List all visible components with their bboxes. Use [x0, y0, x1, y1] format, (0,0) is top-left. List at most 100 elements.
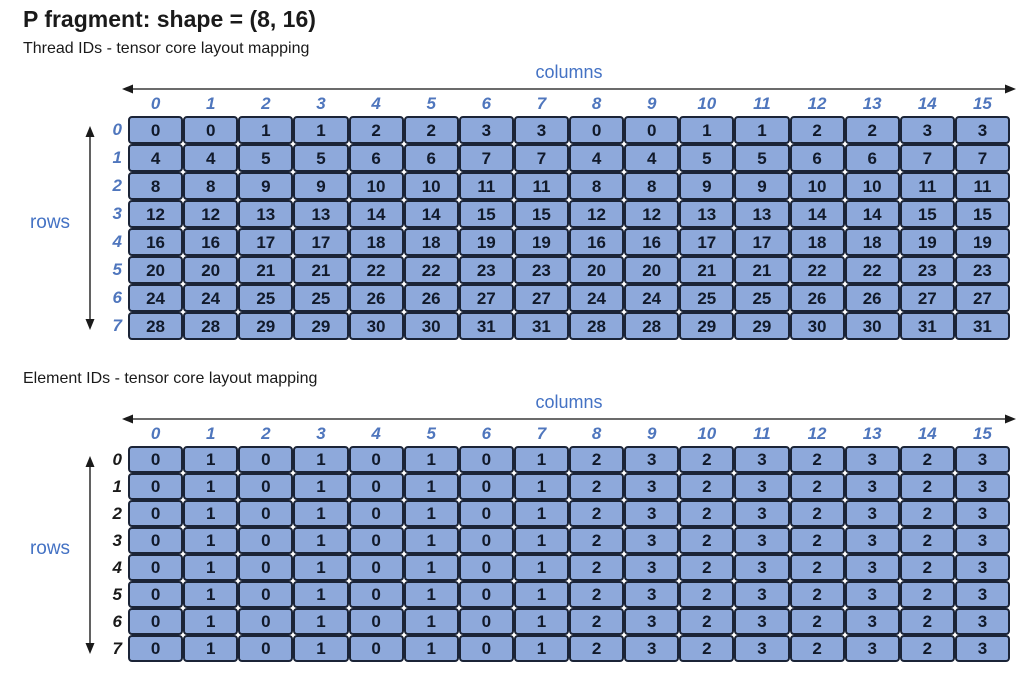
- table-cell: 20: [128, 256, 184, 284]
- table-cell: 27: [954, 284, 1010, 312]
- table-cell: 1: [403, 446, 459, 473]
- column-header: 4: [371, 94, 381, 113]
- row-header: 7: [112, 316, 122, 335]
- column-header: 11: [753, 94, 771, 113]
- table-cell: 2: [789, 527, 845, 554]
- table-cell: 12: [183, 200, 239, 228]
- table-cell: 3: [844, 500, 900, 527]
- column-header: 2: [261, 94, 271, 113]
- row-header: 6: [112, 288, 122, 307]
- table-cell: 9: [238, 172, 294, 200]
- table-cell: 0: [183, 116, 239, 144]
- table-cell: 1: [183, 500, 239, 527]
- section-subtitle: Element IDs - tensor core layout mapping: [23, 370, 318, 387]
- row-header: 3: [112, 204, 122, 223]
- table-cell: 31: [513, 312, 569, 340]
- thread-ids-table: 0 0 1 1 2 2 3 3 0 0 1 1 2 2 3 3 4 4 5 5 6 6 7 7 4 4 5 5 6 6 7 7 8 8 9 9 10 10…: [128, 116, 1010, 340]
- table-cell: 3: [954, 116, 1010, 144]
- table-cell: 2: [569, 446, 625, 473]
- table-cell: 3: [734, 608, 790, 635]
- column-header: 5: [426, 424, 436, 443]
- table-cell: 30: [789, 312, 845, 340]
- table-cell: 16: [569, 228, 625, 256]
- table-cell: 18: [789, 228, 845, 256]
- table-cell: 15: [954, 200, 1010, 228]
- page-title: P fragment: shape = (8, 16): [23, 6, 316, 32]
- table-cell: 15: [899, 200, 955, 228]
- table-cell: 3: [954, 446, 1010, 473]
- column-header: 1: [205, 424, 216, 443]
- table-cell: 3: [844, 473, 900, 500]
- table-cell: 8: [624, 172, 680, 200]
- table-cell: 7: [513, 144, 569, 172]
- rows-double-arrow-icon: [85, 126, 95, 330]
- table-cell: 27: [513, 284, 569, 312]
- table-cell: 0: [238, 446, 294, 473]
- table-row: 8 8 9 9 10 10 11 11 8 8 9 9 10 10 11 11: [128, 172, 1010, 200]
- table-cell: 25: [293, 284, 349, 312]
- table-cell: 0: [238, 581, 294, 608]
- table-cell: 8: [128, 172, 184, 200]
- table-cell: 1: [293, 581, 349, 608]
- row-header: 0: [112, 450, 122, 469]
- table-cell: 2: [899, 500, 955, 527]
- table-cell: 1: [513, 446, 569, 473]
- table-cell: 9: [679, 172, 735, 200]
- table-cell: 2: [789, 554, 845, 581]
- table-cell: 2: [789, 116, 845, 144]
- table-cell: 2: [569, 581, 625, 608]
- table-cell: 4: [624, 144, 680, 172]
- table-cell: 2: [789, 473, 845, 500]
- table-cell: 0: [624, 116, 680, 144]
- table-cell: 1: [403, 473, 459, 500]
- table-cell: 0: [238, 608, 294, 635]
- row-header: 5: [112, 260, 122, 279]
- table-cell: 2: [679, 500, 735, 527]
- columns-axis-label: columns: [535, 392, 603, 412]
- table-cell: 0: [348, 446, 404, 473]
- table-cell: 5: [293, 144, 349, 172]
- table-cell: 1: [183, 581, 239, 608]
- table-row: 24 24 25 25 26 26 27 27 24 24 25 25 26 26 27 27: [128, 284, 1010, 312]
- columns-axis-label: columns: [535, 62, 603, 82]
- table-cell: 4: [183, 144, 239, 172]
- table-cell: 0: [348, 635, 404, 662]
- table-cell: 22: [348, 256, 404, 284]
- table-cell: 1: [403, 554, 459, 581]
- table-cell: 27: [899, 284, 955, 312]
- table-cell: 2: [569, 608, 625, 635]
- table-cell: 1: [513, 554, 569, 581]
- column-header: 4: [371, 424, 381, 443]
- table-cell: 4: [569, 144, 625, 172]
- rows-double-arrow-icon: [85, 456, 95, 654]
- table-cell: 3: [844, 446, 900, 473]
- table-cell: 20: [183, 256, 239, 284]
- table-cell: 2: [679, 446, 735, 473]
- table-cell: 1: [513, 500, 569, 527]
- table-cell: 31: [954, 312, 1010, 340]
- table-row: 28 28 29 29 30 30 31 31 28 28 29 29 30 30 31 31: [128, 312, 1010, 340]
- rows-axis-label: rows: [29, 538, 71, 559]
- column-headers: 0 1 2 3 4 5 6 7 8 9 10 11 12 13 14 15: [128, 423, 1010, 444]
- table-cell: 8: [569, 172, 625, 200]
- table-cell: 1: [238, 116, 294, 144]
- table-cell: 1: [513, 608, 569, 635]
- table-cell: 2: [789, 500, 845, 527]
- table-cell: 0: [238, 635, 294, 662]
- table-cell: 12: [128, 200, 184, 228]
- row-header: 1: [112, 477, 122, 496]
- table-cell: 3: [458, 116, 514, 144]
- table-cell: 17: [293, 228, 349, 256]
- row-header: 2: [112, 504, 122, 523]
- column-header: 14: [917, 94, 937, 113]
- table-cell: 13: [734, 200, 790, 228]
- table-cell: 2: [899, 554, 955, 581]
- table-cell: 3: [954, 500, 1010, 527]
- table-cell: 31: [899, 312, 955, 340]
- column-header: 3: [316, 424, 326, 443]
- row-headers: 0 1 2 3 4 5 6 7: [94, 116, 122, 340]
